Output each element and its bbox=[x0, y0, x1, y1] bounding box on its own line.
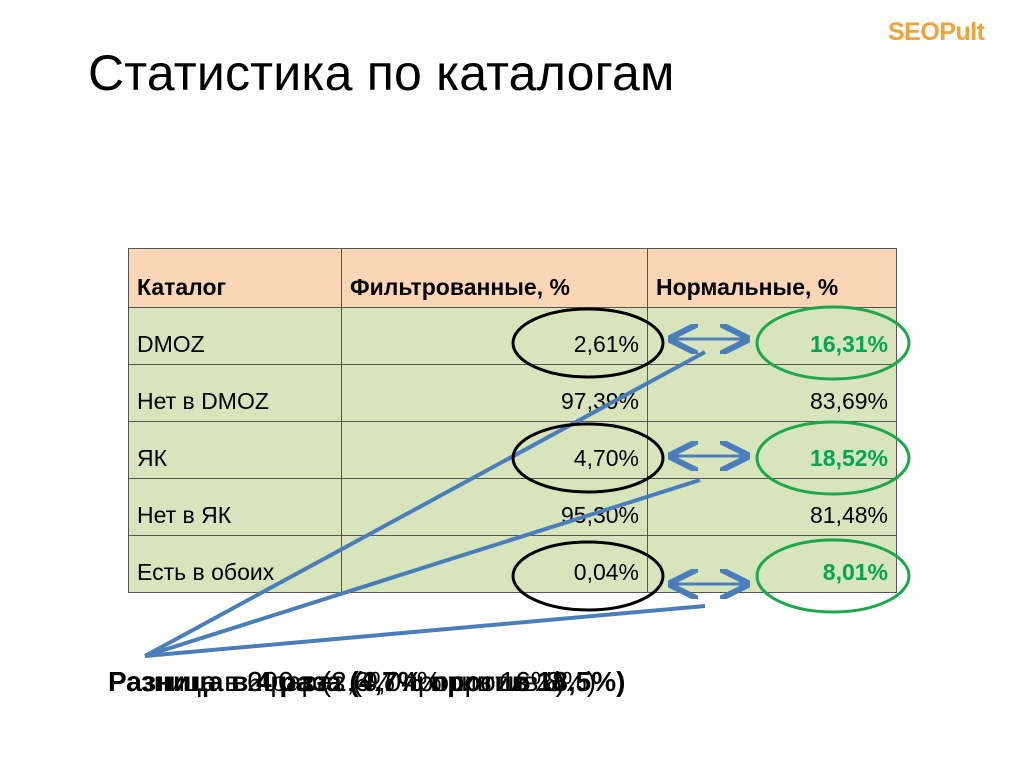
header-catalog: Каталог bbox=[128, 248, 342, 308]
black-ellipse bbox=[511, 540, 665, 612]
green-ellipse bbox=[755, 305, 911, 381]
note-difference-both: Разница в 200 раз (0,04% против 8%) bbox=[108, 666, 597, 697]
black-ellipse bbox=[511, 422, 665, 494]
cell-catalog: ЯК bbox=[128, 421, 342, 479]
cell-filtered: 4,70% bbox=[341, 421, 648, 479]
table-header-row: Каталог Фильтрованные, % Нормальные, % bbox=[128, 248, 897, 308]
seopult-logo: SEOPult bbox=[888, 18, 985, 46]
cell-normal: 81,48% bbox=[647, 478, 897, 536]
green-ellipse bbox=[755, 538, 911, 614]
cell-filtered: 0,04% bbox=[341, 535, 648, 593]
table-row: ЯК 4,70% 18,52% bbox=[128, 421, 897, 479]
cell-catalog: Есть в обоих bbox=[128, 535, 342, 593]
black-ellipse bbox=[511, 307, 665, 379]
table-row: Нет в DMOZ 97,39% 83,69% bbox=[128, 364, 897, 422]
header-filtered: Фильтрованные, % bbox=[341, 248, 648, 308]
table-row: DMOZ 2,61% 16,31% bbox=[128, 307, 897, 365]
catalog-stats-table: Каталог Фильтрованные, % Нормальные, % D… bbox=[128, 248, 897, 593]
slide-title: Статистика по каталогам bbox=[88, 45, 675, 101]
cell-filtered: 95,30% bbox=[341, 478, 648, 536]
pointer-line bbox=[144, 478, 701, 658]
pointer-line bbox=[144, 350, 706, 658]
pointer-line bbox=[144, 604, 706, 658]
green-ellipse bbox=[755, 420, 911, 496]
table-row: Нет в ЯК 95,30% 81,48% bbox=[128, 478, 897, 536]
cell-normal: 8,01% bbox=[647, 535, 897, 593]
table-row: Есть в обоих 0,04% 8,01% bbox=[128, 535, 897, 593]
note-difference-ak: Разница в 4 раза (4,7% против 18,5%) bbox=[108, 666, 626, 697]
note-difference-dmoz: Разница в 6 раз (2,6% против 16%) bbox=[108, 666, 565, 697]
cell-catalog: Нет в DMOZ bbox=[128, 364, 342, 422]
cell-filtered: 2,61% bbox=[341, 307, 648, 365]
cell-normal: 83,69% bbox=[647, 364, 897, 422]
